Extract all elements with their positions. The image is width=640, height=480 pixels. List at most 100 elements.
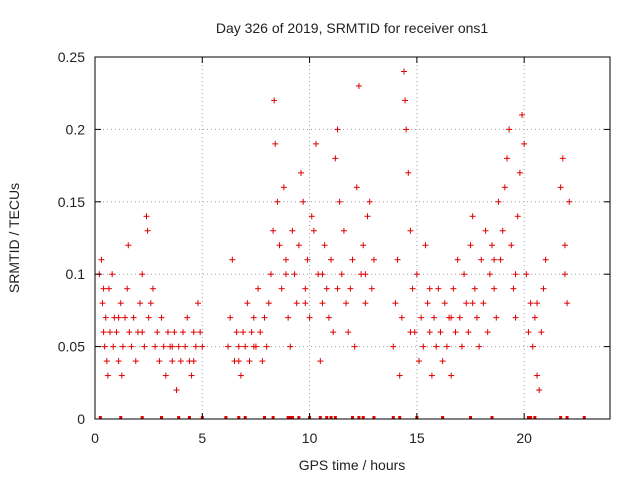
- zero-point: [286, 416, 290, 419]
- zero-point: [526, 416, 530, 419]
- data-point: [110, 343, 117, 350]
- zero-point: [119, 416, 123, 419]
- zero-point: [177, 416, 181, 419]
- data-point: [267, 271, 274, 278]
- data-point: [141, 343, 148, 350]
- data-point: [107, 329, 114, 336]
- data-point: [276, 242, 283, 249]
- data-point: [491, 285, 498, 292]
- data-point: [300, 198, 307, 205]
- data-point: [160, 343, 167, 350]
- data-point: [192, 343, 199, 350]
- data-point: [109, 271, 116, 278]
- y-axis-label: SRMTID / TECUs: [6, 183, 22, 293]
- data-point: [132, 358, 139, 365]
- zero-point: [441, 416, 445, 419]
- data-point: [345, 329, 352, 336]
- data-point: [426, 329, 433, 336]
- data-point: [317, 358, 324, 365]
- data-point: [298, 169, 304, 176]
- zero-point: [243, 416, 247, 419]
- data-point: [390, 343, 397, 350]
- data-point: [534, 300, 541, 307]
- data-point: [424, 300, 431, 307]
- data-point: [561, 242, 568, 249]
- data-point: [101, 343, 108, 350]
- data-point: [272, 140, 279, 147]
- data-point: [105, 285, 112, 292]
- plot-frame: [94, 56, 611, 420]
- data-point: [364, 213, 371, 220]
- data-point: [179, 329, 186, 336]
- data-point: [366, 198, 373, 205]
- data-point: [171, 329, 178, 336]
- data-point: [237, 372, 244, 379]
- zero-point: [271, 416, 275, 419]
- data-point: [349, 256, 356, 263]
- data-point: [278, 285, 285, 292]
- data-point: [304, 256, 311, 263]
- zero-point: [325, 416, 329, 419]
- data-point: [484, 329, 491, 336]
- data-point: [559, 155, 566, 162]
- data-point: [259, 358, 266, 365]
- x-axis: 0 5 10 15 20: [91, 57, 532, 446]
- data-point: [270, 227, 277, 234]
- data-point: [422, 242, 429, 249]
- data-point: [250, 343, 257, 350]
- data-point: [458, 343, 465, 350]
- data-point: [144, 227, 151, 234]
- zero-point: [187, 416, 191, 419]
- data-point: [332, 155, 339, 162]
- data-point: [336, 198, 343, 205]
- data-point: [177, 358, 184, 365]
- data-point: [529, 343, 536, 350]
- data-point: [169, 358, 176, 365]
- chart-title: Day 326 of 2019, SRMTID for receiver ons…: [216, 20, 489, 36]
- data-point: [125, 242, 132, 249]
- data-point: [250, 314, 257, 321]
- data-point: [137, 300, 144, 307]
- y-tick-label: 0.15: [58, 194, 85, 210]
- data-point: [265, 300, 272, 307]
- zero-point: [329, 416, 333, 419]
- data-point: [431, 314, 438, 321]
- data-point: [510, 285, 517, 292]
- data-point: [471, 285, 478, 292]
- zero-point: [224, 416, 228, 419]
- data-point: [542, 256, 549, 263]
- data-point: [443, 343, 450, 350]
- grid-lines: [95, 57, 610, 419]
- data-point: [467, 242, 474, 249]
- data-point: [454, 256, 461, 263]
- data-point: [149, 285, 156, 292]
- zero-point: [565, 416, 569, 419]
- data-point: [512, 271, 519, 278]
- data-point: [293, 300, 300, 307]
- data-point: [450, 285, 457, 292]
- data-point: [257, 329, 264, 336]
- data-point: [287, 343, 294, 350]
- data-point: [527, 300, 534, 307]
- data-point: [313, 140, 320, 147]
- data-point: [188, 372, 195, 379]
- data-point: [534, 372, 541, 379]
- zero-point: [333, 416, 337, 419]
- data-point: [452, 329, 459, 336]
- data-point: [229, 256, 236, 263]
- zero-point: [533, 416, 537, 419]
- data-point: [473, 314, 480, 321]
- data-point: [340, 227, 347, 234]
- data-point: [115, 314, 122, 321]
- data-point: [482, 227, 489, 234]
- data-point: [504, 155, 510, 162]
- data-point: [334, 285, 341, 292]
- data-point: [536, 387, 543, 394]
- data-point: [506, 126, 513, 133]
- zero-point: [398, 416, 402, 419]
- data-points: [96, 68, 586, 419]
- data-point: [102, 314, 109, 321]
- data-point: [100, 285, 107, 292]
- data-point: [401, 68, 407, 75]
